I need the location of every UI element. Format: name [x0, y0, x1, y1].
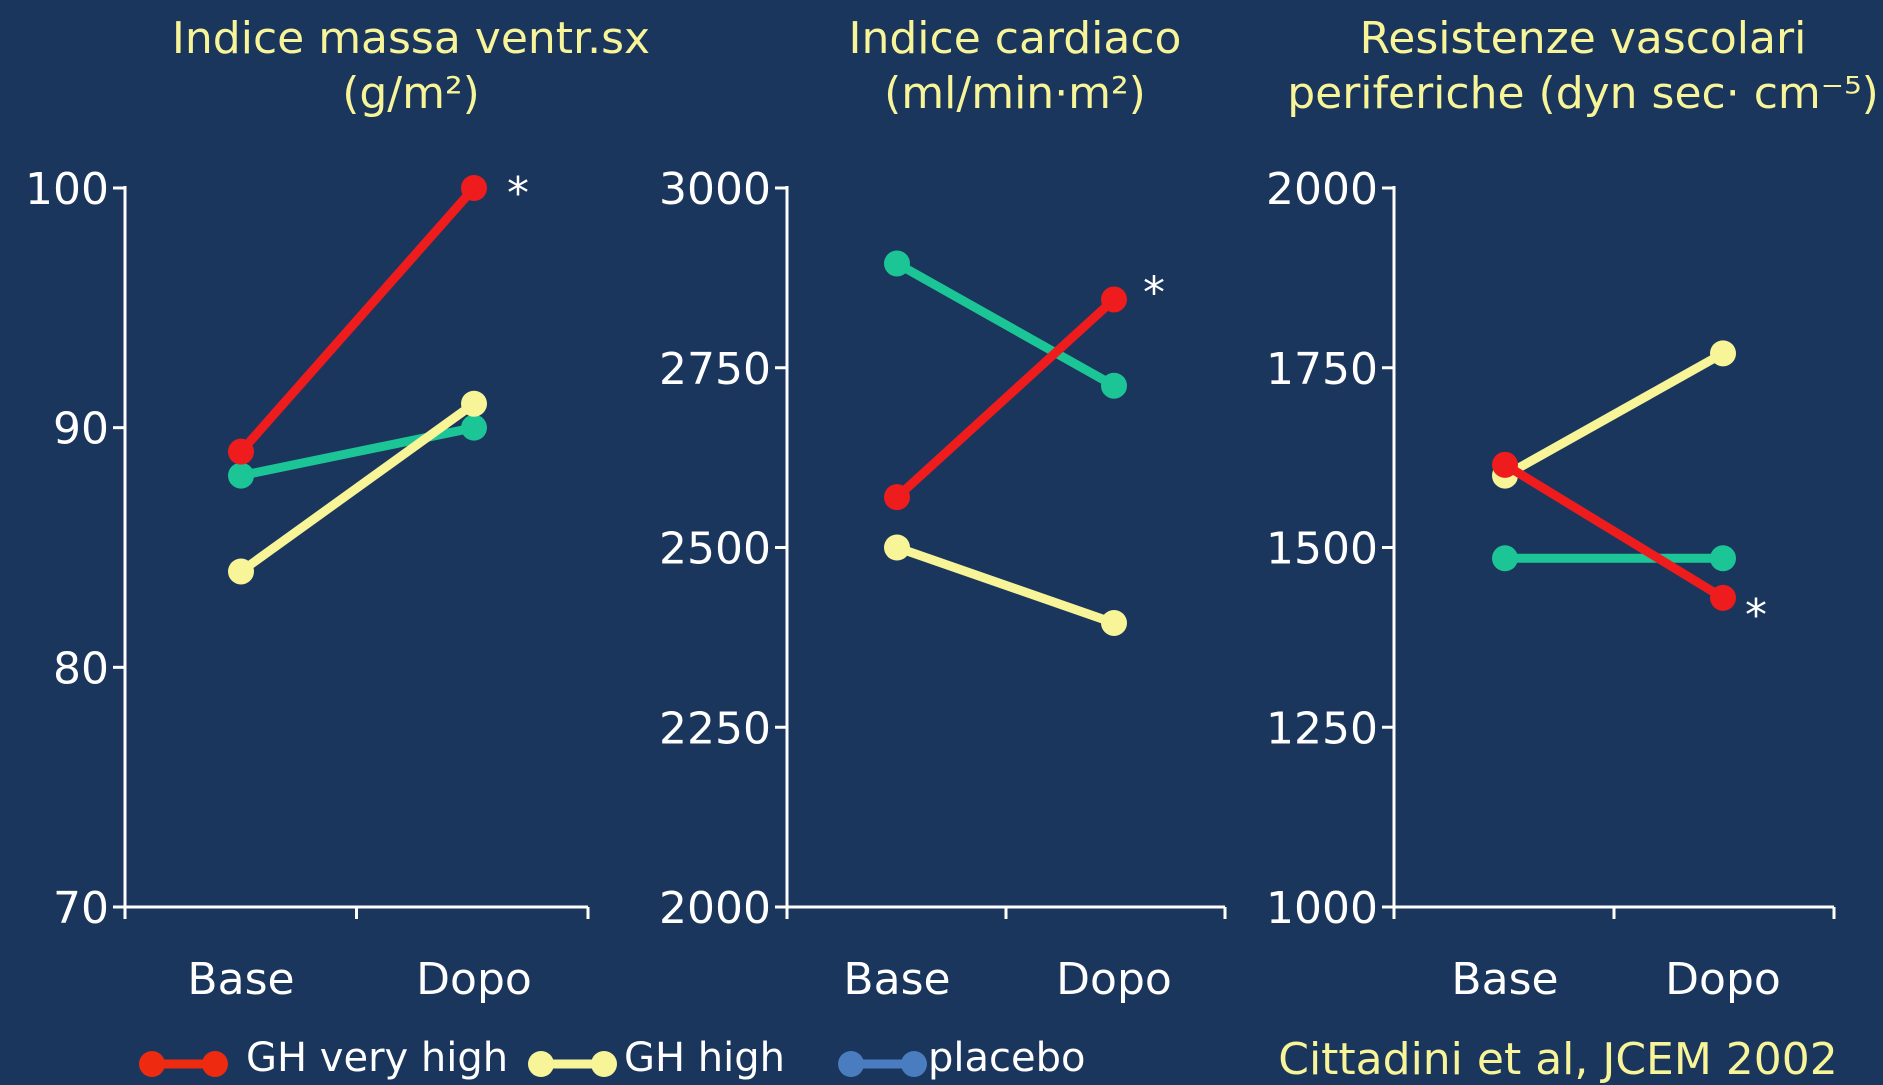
chart-title: Resistenze vascolari	[1360, 13, 1807, 64]
legend-marker	[591, 1051, 617, 1077]
y-tick-label: 1750	[1266, 344, 1378, 395]
marker	[1101, 372, 1127, 399]
chart-title: Indice massa ventr.sx	[172, 13, 650, 64]
y-tick-label: 80	[53, 643, 109, 694]
series-line	[238, 400, 477, 576]
citation: Cittadini et al, JCEM 2002	[1278, 1034, 1838, 1085]
marker	[461, 390, 487, 417]
legend-label: GH high	[624, 1035, 785, 1081]
x-tick-label: Base	[843, 954, 950, 1005]
y-tick-label: 70	[53, 883, 109, 934]
series-line	[1502, 460, 1726, 602]
y-tick-label: 3000	[659, 164, 771, 215]
annotation: *	[1143, 267, 1165, 318]
marker	[461, 175, 487, 201]
y-tick-label: 2000	[1266, 164, 1378, 215]
y-tick-label: 2750	[659, 344, 771, 395]
legend-label: placebo	[928, 1035, 1085, 1081]
series-line	[894, 259, 1117, 390]
y-tick-label: 1250	[1266, 703, 1378, 754]
chart-title: (g/m²)	[342, 68, 480, 119]
marker	[1101, 286, 1127, 313]
chart-title: (ml/min·m²)	[884, 68, 1146, 119]
marker	[1492, 545, 1518, 572]
marker	[884, 250, 910, 277]
y-tick-label: 90	[53, 404, 109, 455]
y-tick-label: 100	[25, 164, 109, 215]
annotation: *	[507, 168, 529, 219]
x-tick-label: Base	[187, 954, 294, 1005]
chart-title: periferiche (dyn sec· cm⁻⁵)	[1287, 68, 1879, 119]
y-tick-label: 1000	[1266, 883, 1378, 934]
series-line	[895, 543, 1116, 628]
series-line	[893, 296, 1118, 501]
legend-label: GH very high	[246, 1035, 508, 1081]
legend-marker	[202, 1051, 228, 1077]
series-line	[237, 185, 478, 455]
x-tick-label: Dopo	[1665, 954, 1781, 1005]
marker	[884, 534, 910, 561]
marker	[884, 484, 910, 511]
legend-marker	[528, 1051, 554, 1077]
y-tick-label: 2250	[659, 703, 771, 754]
marker	[228, 558, 254, 585]
legend-marker	[901, 1051, 927, 1077]
legend-marker	[838, 1051, 864, 1077]
y-tick-label: 2000	[659, 883, 771, 934]
chart-title: Indice cardiaco	[849, 13, 1182, 64]
y-tick-label: 2500	[659, 524, 771, 575]
marker	[1101, 609, 1127, 636]
x-tick-label: Dopo	[1056, 954, 1172, 1005]
x-tick-label: Base	[1451, 954, 1558, 1005]
marker	[228, 438, 254, 465]
annotation: *	[1745, 590, 1767, 641]
series-line	[1502, 349, 1726, 480]
marker	[1710, 584, 1736, 611]
y-tick-label: 1500	[1266, 524, 1378, 575]
marker	[1492, 451, 1518, 478]
legend-marker	[139, 1051, 165, 1077]
marker	[461, 414, 487, 441]
marker	[1710, 340, 1736, 367]
x-tick-label: Dopo	[416, 954, 532, 1005]
marker	[1710, 545, 1736, 572]
marker	[228, 462, 254, 489]
